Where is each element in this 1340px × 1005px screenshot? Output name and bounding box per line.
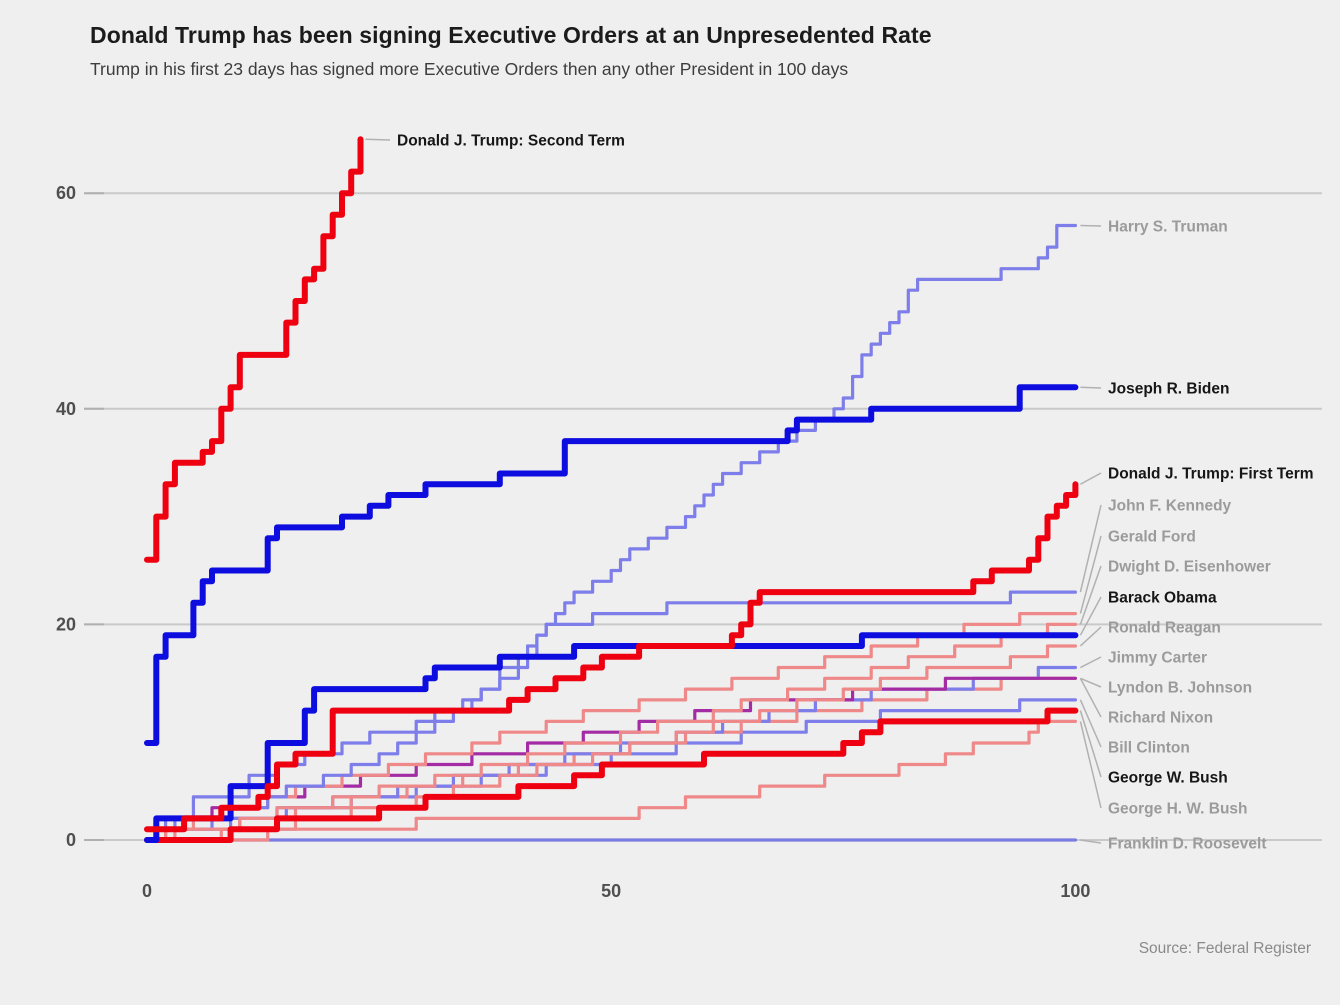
series-label-biden: Joseph R. Biden (1108, 381, 1229, 398)
y-tick-label-60: 60 (56, 183, 76, 203)
source-credit: Source: Federal Register (1139, 940, 1311, 958)
series-label-ford: Gerald Ford (1108, 529, 1196, 546)
chart-subtitle: Trump in his first 23 days has signed mo… (90, 59, 848, 80)
leader-line-nixon (1080, 678, 1101, 717)
series-label-gw-bush: George W. Bush (1108, 770, 1228, 787)
series-label-johnson: Lyndon B. Johnson (1108, 680, 1252, 697)
series-label-carter: Jimmy Carter (1108, 650, 1207, 667)
series-label-obama: Barack Obama (1108, 590, 1217, 607)
series-label-clinton: Bill Clinton (1108, 740, 1190, 757)
series-line-ghw-bush (147, 721, 1075, 840)
leader-line-trump-first-term (1080, 473, 1101, 484)
series-label-ghw-bush: George H. W. Bush (1108, 801, 1248, 818)
series-label-trump-first-term: Donald J. Trump: First Term (1108, 466, 1314, 483)
leader-line-carter (1080, 657, 1101, 668)
leader-line-biden (1080, 387, 1101, 388)
leader-line-trump-second-term (366, 139, 390, 140)
y-tick-label-40: 40 (56, 399, 76, 419)
series-label-kennedy: John F. Kennedy (1108, 498, 1232, 515)
series-label-eisenhower: Dwight D. Eisenhower (1108, 559, 1271, 576)
y-tick-label-20: 20 (56, 614, 76, 634)
series-label-nixon: Richard Nixon (1108, 710, 1213, 727)
x-tick-label-0: 0 (142, 881, 152, 901)
series-line-trump-second-term (147, 139, 361, 559)
chart-title: Donald Trump has been signing Executive … (90, 22, 932, 49)
series-label-reagan: Ronald Reagan (1108, 620, 1221, 637)
leader-line-clinton (1080, 700, 1101, 747)
series-line-gw-bush (147, 711, 1075, 840)
series-label-trump-second-term: Donald J. Trump: Second Term (397, 133, 625, 150)
x-tick-label-50: 50 (601, 881, 621, 901)
series-label-roosevelt: Franklin D. Roosevelt (1108, 836, 1266, 853)
y-tick-label-0: 0 (66, 830, 76, 850)
series-label-truman: Harry S. Truman (1108, 219, 1228, 236)
x-tick-label-100: 100 (1060, 881, 1090, 901)
